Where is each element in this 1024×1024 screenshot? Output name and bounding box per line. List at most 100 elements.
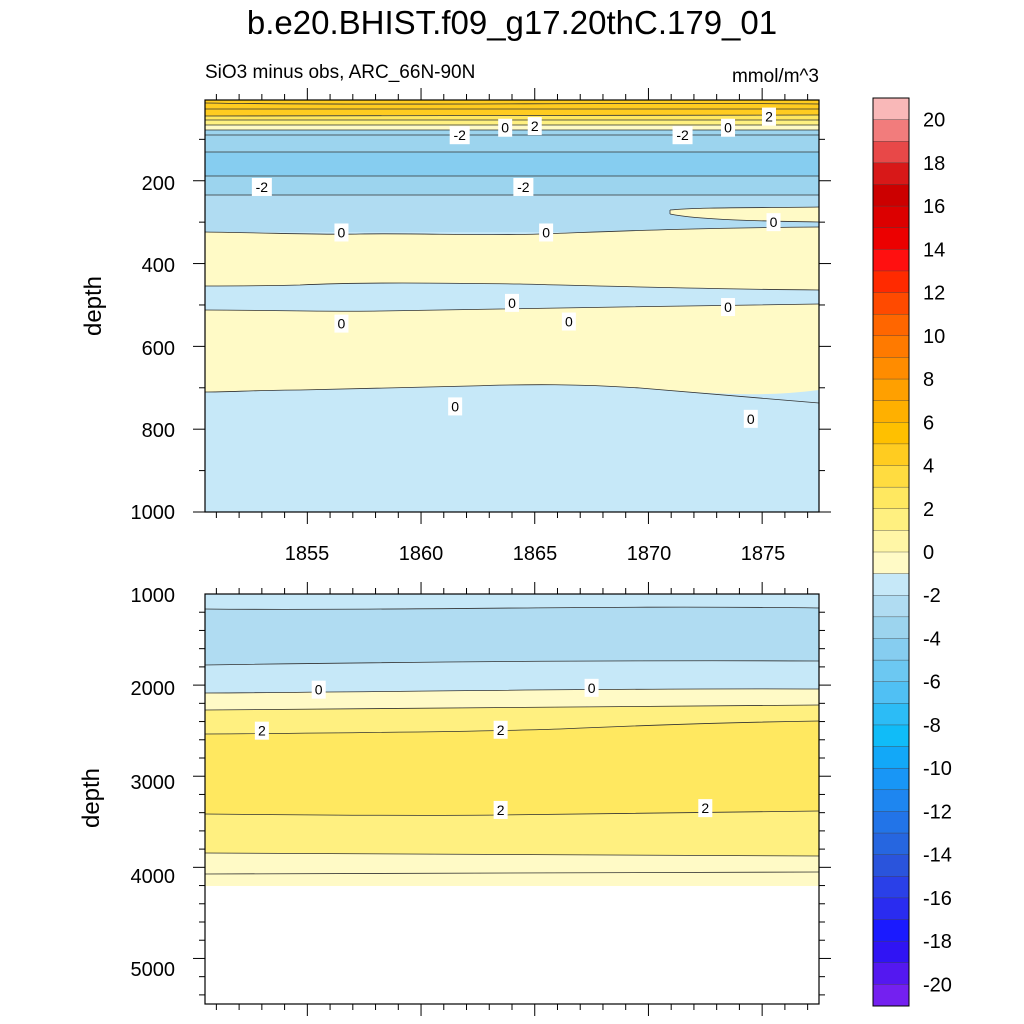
fill-band-0b bbox=[205, 853, 819, 886]
contour-line bbox=[205, 606, 819, 610]
colorbar-swatch bbox=[872, 141, 910, 164]
contour-label: 0 bbox=[724, 299, 732, 315]
y-tick-label: 600 bbox=[142, 338, 175, 360]
y-tick-label: 200 bbox=[142, 173, 175, 195]
x-tick-label: 1860 bbox=[399, 543, 444, 565]
contour-line bbox=[205, 871, 819, 875]
colorbar-swatch bbox=[872, 486, 910, 510]
contour-label: 0 bbox=[747, 411, 755, 427]
contour-line bbox=[669, 206, 819, 223]
fill-band-pos-a bbox=[205, 227, 819, 290]
y-tick-label: 1000 bbox=[131, 502, 176, 524]
colorbar-tick-labels: 20181614121086420-2-4-6-8-10-12-14-16-18… bbox=[923, 110, 952, 997]
contour-label-bg bbox=[493, 800, 508, 819]
fill-band-neg1b bbox=[205, 195, 819, 232]
x-tick-label: 1870 bbox=[627, 543, 672, 565]
colorbar-swatch bbox=[872, 703, 910, 726]
colorbar-swatch bbox=[872, 940, 910, 964]
fill-band-neg2b bbox=[205, 176, 819, 195]
contour-label-bg bbox=[761, 107, 776, 126]
fill-band-neg1 bbox=[205, 130, 819, 152]
colorbar-tick-label: -12 bbox=[923, 801, 952, 823]
colorbar-swatch bbox=[872, 616, 910, 639]
contour-label-bg bbox=[513, 177, 534, 196]
contour-label: 0 bbox=[588, 680, 596, 696]
contour-label: 0 bbox=[315, 682, 323, 698]
contour-label-bg bbox=[672, 126, 693, 145]
colorbar-swatch bbox=[872, 249, 910, 272]
colorbar-tick-label: 0 bbox=[923, 542, 934, 564]
colorbar: 20181614121086420-2-4-6-8-10-12-14-16-18… bbox=[872, 97, 952, 1007]
colorbar-swatch bbox=[872, 659, 910, 683]
contour-label-bg bbox=[539, 223, 554, 242]
chart-subtitle: SiO3 minus obs, ARC_66N-90N bbox=[205, 62, 476, 83]
colorbar-swatch bbox=[872, 162, 910, 185]
y-tick-label: 800 bbox=[142, 420, 175, 442]
colorbar-swatch bbox=[872, 227, 910, 250]
fill-band-neg1 bbox=[205, 607, 819, 665]
colorbar-swatch bbox=[872, 962, 910, 985]
colorbar-swatch bbox=[872, 551, 910, 575]
colorbar-swatch bbox=[872, 270, 910, 294]
colorbar-tick-label: 4 bbox=[923, 456, 934, 478]
colorbar-tick-label: -16 bbox=[923, 888, 952, 910]
colorbar-tick-label: -10 bbox=[923, 758, 952, 780]
contour-label-bg bbox=[527, 117, 542, 136]
fill-band-neg2 bbox=[205, 152, 819, 176]
colorbar-tick-label: 2 bbox=[923, 499, 934, 521]
colorbar-swatch bbox=[872, 422, 910, 445]
contour-label-bg bbox=[584, 678, 599, 697]
chart-title: b.e20.BHIST.f09_g17.20thC.179_01 bbox=[246, 4, 778, 41]
contour-label: 0 bbox=[770, 214, 778, 230]
y-tick-label: 400 bbox=[142, 255, 175, 277]
colorbar-tick-label: -8 bbox=[923, 715, 941, 737]
fill-band-pos-b bbox=[205, 304, 819, 395]
colorbar-tick-label: 12 bbox=[923, 283, 945, 305]
contour-label: 2 bbox=[497, 802, 505, 818]
y-tick-label: 1000 bbox=[131, 585, 176, 607]
contour-label-bg bbox=[251, 177, 272, 196]
contour-label: 0 bbox=[338, 316, 346, 332]
colorbar-tick-label: 8 bbox=[923, 369, 934, 391]
contour-label-bg bbox=[311, 680, 326, 699]
colorbar-swatch bbox=[872, 205, 910, 229]
colorbar-frame bbox=[872, 97, 910, 1007]
colorbar-swatch bbox=[872, 767, 910, 791]
colorbar-tick-label: -2 bbox=[923, 585, 941, 607]
contour-line bbox=[205, 226, 819, 236]
colorbar-swatch bbox=[872, 97, 910, 121]
colorbar-swatch bbox=[872, 508, 910, 531]
colorbar-swatch bbox=[872, 789, 910, 812]
contour-label: 0 bbox=[724, 120, 732, 136]
x-tick-label: 1855 bbox=[285, 543, 330, 565]
upper-x-tick-labels: 1855 1860 1865 1870 1875 bbox=[285, 543, 786, 565]
lower-tick-marks bbox=[193, 582, 831, 1016]
contour-label: 0 bbox=[451, 398, 459, 414]
colorbar-swatches bbox=[872, 97, 910, 1007]
lower-y-tick-labels: 1000 2000 3000 4000 5000 bbox=[131, 585, 176, 981]
upper-y-tick-labels: 200 400 600 800 1000 bbox=[131, 173, 176, 524]
upper-contour-lines bbox=[205, 102, 819, 404]
contour-line bbox=[205, 688, 819, 694]
x-tick-label: 1875 bbox=[741, 543, 786, 565]
colorbar-swatch bbox=[872, 595, 910, 618]
colorbar-tick-label: 6 bbox=[923, 412, 934, 434]
colorbar-swatch bbox=[872, 746, 910, 769]
contour-label: 2 bbox=[258, 723, 266, 739]
colorbar-tick-label: 20 bbox=[923, 110, 945, 132]
contour-label-bg bbox=[334, 314, 349, 333]
y-tick-label: 5000 bbox=[131, 959, 176, 981]
y-tick-label: 2000 bbox=[131, 678, 176, 700]
contour-label-bg bbox=[721, 298, 736, 317]
contour-label: -2 bbox=[256, 179, 269, 195]
colorbar-tick-label: 18 bbox=[923, 153, 945, 175]
contour-label: 0 bbox=[501, 120, 509, 136]
colorbar-swatch bbox=[872, 984, 910, 1007]
contour-line bbox=[205, 852, 819, 857]
colorbar-swatch bbox=[872, 335, 910, 358]
colorbar-swatch bbox=[872, 119, 910, 142]
contour-label-bg bbox=[766, 213, 781, 232]
contour-label: -2 bbox=[676, 127, 689, 143]
colorbar-swatch bbox=[872, 638, 910, 661]
